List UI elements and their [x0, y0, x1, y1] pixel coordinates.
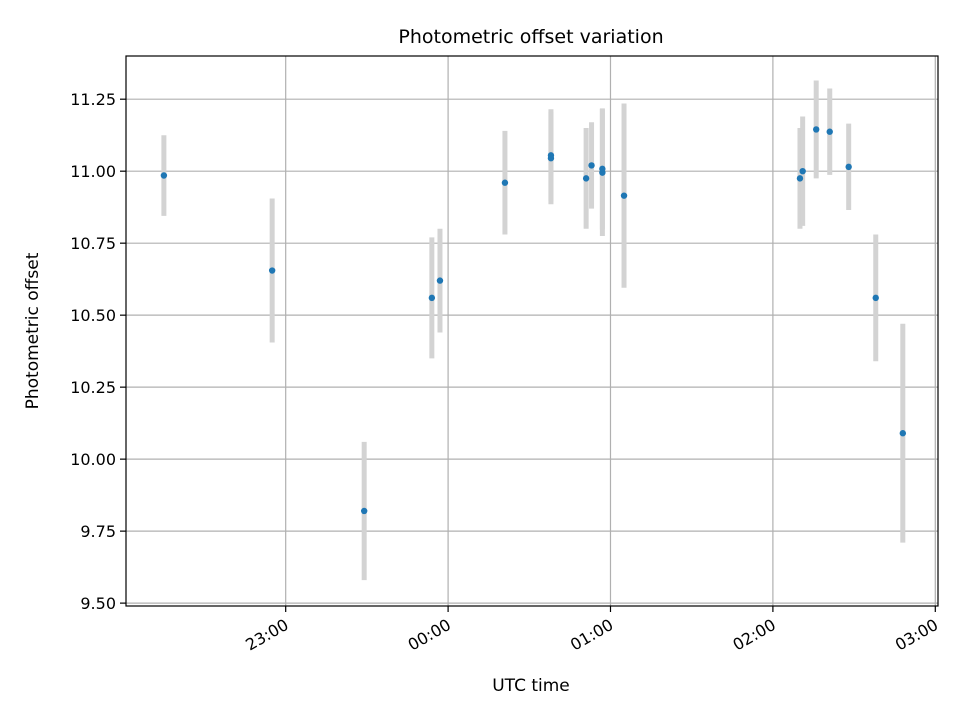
data-point	[268, 267, 276, 274]
data-point	[620, 192, 628, 199]
y-tick-label: 9.50	[80, 594, 116, 613]
data-point	[436, 277, 444, 284]
y-axis-label: Photometric offset	[23, 252, 43, 409]
data-point	[813, 126, 820, 133]
x-axis-label: UTC time	[492, 676, 570, 696]
y-tick-label: 9.75	[80, 522, 116, 541]
data-point	[428, 294, 436, 302]
data-point	[588, 162, 595, 169]
chart-title: Photometric offset variation	[398, 26, 663, 48]
y-tick-label: 10.25	[70, 378, 116, 397]
data-point	[899, 430, 907, 437]
data-point	[501, 179, 509, 186]
y-tick-label: 11.25	[70, 90, 116, 109]
plot-area-frame	[125, 55, 939, 607]
data-point	[826, 128, 833, 135]
y-tick-label: 10.00	[70, 450, 116, 469]
data-point	[160, 172, 168, 179]
data-point	[582, 175, 590, 182]
y-tick-label: 11.00	[70, 162, 116, 181]
y-tick-label: 10.75	[70, 234, 116, 253]
data-point	[599, 165, 606, 173]
data-point	[872, 294, 879, 302]
data-points	[160, 126, 907, 515]
data-point	[796, 175, 804, 182]
data-point	[799, 167, 806, 175]
y-tick-label: 10.50	[70, 306, 116, 325]
data-point	[360, 507, 368, 515]
grid-lines	[126, 56, 938, 606]
data-point	[547, 155, 555, 162]
data-point	[845, 163, 852, 171]
